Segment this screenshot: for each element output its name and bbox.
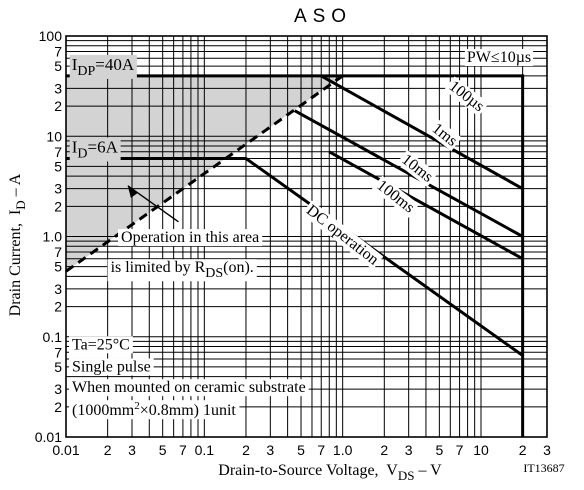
y-tick-label: 7 xyxy=(54,244,62,260)
annotation-line-2: is limited by RDS(on). xyxy=(111,259,254,281)
x-tick-label: 3 xyxy=(405,442,413,458)
condition-text: Single pulse xyxy=(72,359,151,376)
x-tick-label: 7 xyxy=(179,442,187,458)
x-tick-label: 2 xyxy=(104,442,112,458)
soa-shaded-region-lower xyxy=(66,158,226,272)
curve-label-bg xyxy=(371,175,420,218)
y-tick-label: 7 xyxy=(54,344,62,360)
x-tick-label: 0.01 xyxy=(52,442,79,458)
condition-text: When mounted on ceramic substrate xyxy=(72,379,306,396)
curve-label-bg xyxy=(427,118,462,152)
y-tick-label: 5 xyxy=(54,158,62,174)
condition-bg xyxy=(69,358,154,376)
id-label-bg xyxy=(69,137,121,162)
x-tick-label: 7 xyxy=(456,442,464,458)
y-tick-label: 2 xyxy=(54,299,62,315)
x-tick-label: 7 xyxy=(317,442,325,458)
condition-text-last: (1000mm2×0.8mm) 1unit xyxy=(72,400,236,419)
plot-frame xyxy=(65,35,548,438)
rds-on-limit-line xyxy=(65,74,344,273)
x-tick-label: 1.0 xyxy=(333,442,353,458)
dc-operation-curve xyxy=(66,156,524,357)
y-tick-label: 2 xyxy=(54,98,62,114)
y-tick-label: 7 xyxy=(54,44,62,60)
curve-label-bg xyxy=(396,149,438,188)
x-tick-label: 2 xyxy=(519,442,527,458)
y-tick-label: 3 xyxy=(54,381,62,397)
x-tick-label: 2 xyxy=(380,442,388,458)
x-tick-label: 5 xyxy=(159,442,167,458)
x-tick-label: 0.1 xyxy=(195,442,215,458)
x-tick-label: 2 xyxy=(242,442,250,458)
chart-title: ASO xyxy=(294,6,352,27)
x-tick-label: 10 xyxy=(473,442,489,458)
condition-bg-last xyxy=(69,400,240,420)
100us-curve xyxy=(320,74,524,190)
x-tick-label: 5 xyxy=(435,442,443,458)
y-tick-label: 5 xyxy=(54,259,62,275)
id-label: ID=6A xyxy=(72,137,119,161)
x-tick-label: 5 xyxy=(297,442,305,458)
y-tick-label: 1.0 xyxy=(43,229,63,245)
curve-label-bg xyxy=(464,49,534,67)
y-tick-label: 10 xyxy=(46,128,62,144)
annotation-arrow-head xyxy=(127,185,138,198)
y-tick-label: 0.01 xyxy=(35,429,62,445)
idp-label: IDP=40A xyxy=(72,55,135,79)
curve-label-bg xyxy=(301,200,384,270)
series-layer xyxy=(65,74,525,437)
x-tick-label: 3 xyxy=(543,442,551,458)
y-tick-label: 100 xyxy=(39,28,63,44)
curve-label: PW≤10µs xyxy=(467,49,531,66)
y-tick-label: 7 xyxy=(54,144,62,160)
figure-code: IT13687 xyxy=(523,461,564,475)
curve-label-bg xyxy=(444,76,489,117)
condition-bg xyxy=(69,379,309,397)
condition-text: Ta=25°C xyxy=(72,336,130,353)
y-tick-label: 2 xyxy=(54,198,62,214)
y-tick-label: 0.1 xyxy=(43,329,63,345)
annotation-bg-1 xyxy=(118,229,263,247)
tick-layer: 0.01 2 3 5 7 0.1 2 3 5 7 1.0 2 3 5 7 10 2 310075321075321… xyxy=(35,28,551,458)
y-tick-label: 2 xyxy=(54,399,62,415)
annotation-bg-2 xyxy=(107,259,257,282)
y-tick-label: 5 xyxy=(54,58,62,74)
x-tick-label: 3 xyxy=(128,442,136,458)
y-tick-label: 3 xyxy=(54,80,62,96)
y-axis-label: Drain Current, ID – A xyxy=(7,173,28,316)
y-tick-label: 3 xyxy=(54,281,62,297)
y-tick-label: 3 xyxy=(54,181,62,197)
annotation-line-1: Operation in this area xyxy=(121,229,259,246)
1ms-curve xyxy=(293,109,524,238)
x-tick-label: 3 xyxy=(266,442,274,458)
condition-bg xyxy=(69,336,133,354)
x-axis-label: Drain-to-Source Voltage, VDS – V xyxy=(218,462,442,483)
pw-10us-curve xyxy=(342,74,525,437)
idp-label-bg xyxy=(69,54,137,79)
10ms-curve xyxy=(328,150,524,261)
y-tick-label: 5 xyxy=(54,359,62,375)
